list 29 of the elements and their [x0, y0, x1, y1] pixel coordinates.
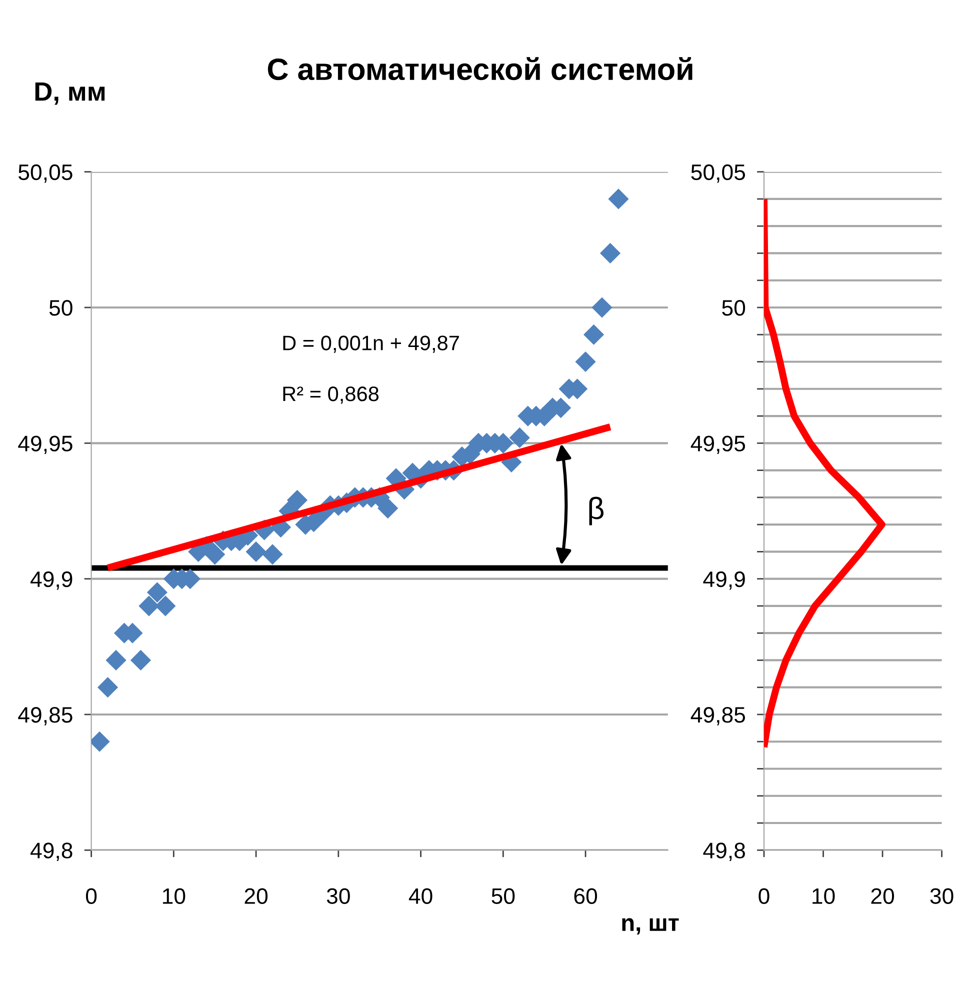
y-tick-label: 49,95 — [18, 436, 72, 454]
y-tick-label: 49,85 — [690, 707, 746, 726]
x-tick-label: 50 — [492, 888, 515, 904]
x-tick-label: 20 — [871, 888, 894, 904]
x-tick-label: 60 — [574, 888, 598, 904]
y-tick-label: 50 — [49, 300, 72, 316]
y-tick-label: 50 — [722, 300, 746, 316]
x-tick-label: 0 — [86, 888, 97, 904]
y-tick-label: 49,8 — [703, 842, 745, 862]
y-tick-label: 49,9 — [703, 571, 745, 590]
x-tick-label: 0 — [758, 888, 770, 904]
x-tick-label: 10 — [163, 888, 186, 904]
x-tick-label: 20 — [244, 888, 268, 904]
x-tick-label: 10 — [812, 888, 835, 904]
y-tick-label: 49,8 — [30, 842, 72, 862]
y-tick-label: 49,85 — [18, 707, 72, 726]
annotation: D = 0,001n + 49,87 — [283, 336, 459, 353]
annotation: β — [589, 496, 604, 526]
x-tick-label: 30 — [326, 888, 350, 904]
y-tick-label: 50,05 — [18, 164, 72, 183]
annotation: R² = 0,868 — [283, 386, 379, 404]
x-tick-label: 30 — [930, 888, 954, 904]
y-axis-title: D, мм — [35, 82, 105, 105]
y-tick-label: 49,95 — [690, 436, 746, 454]
chart-title: С автоматической системой — [268, 57, 692, 80]
y-tick-label: 49,9 — [30, 571, 72, 590]
x-axis-title: n, шт — [622, 918, 679, 935]
y-tick-label: 50,05 — [691, 164, 746, 183]
x-tick-label: 40 — [408, 888, 432, 904]
